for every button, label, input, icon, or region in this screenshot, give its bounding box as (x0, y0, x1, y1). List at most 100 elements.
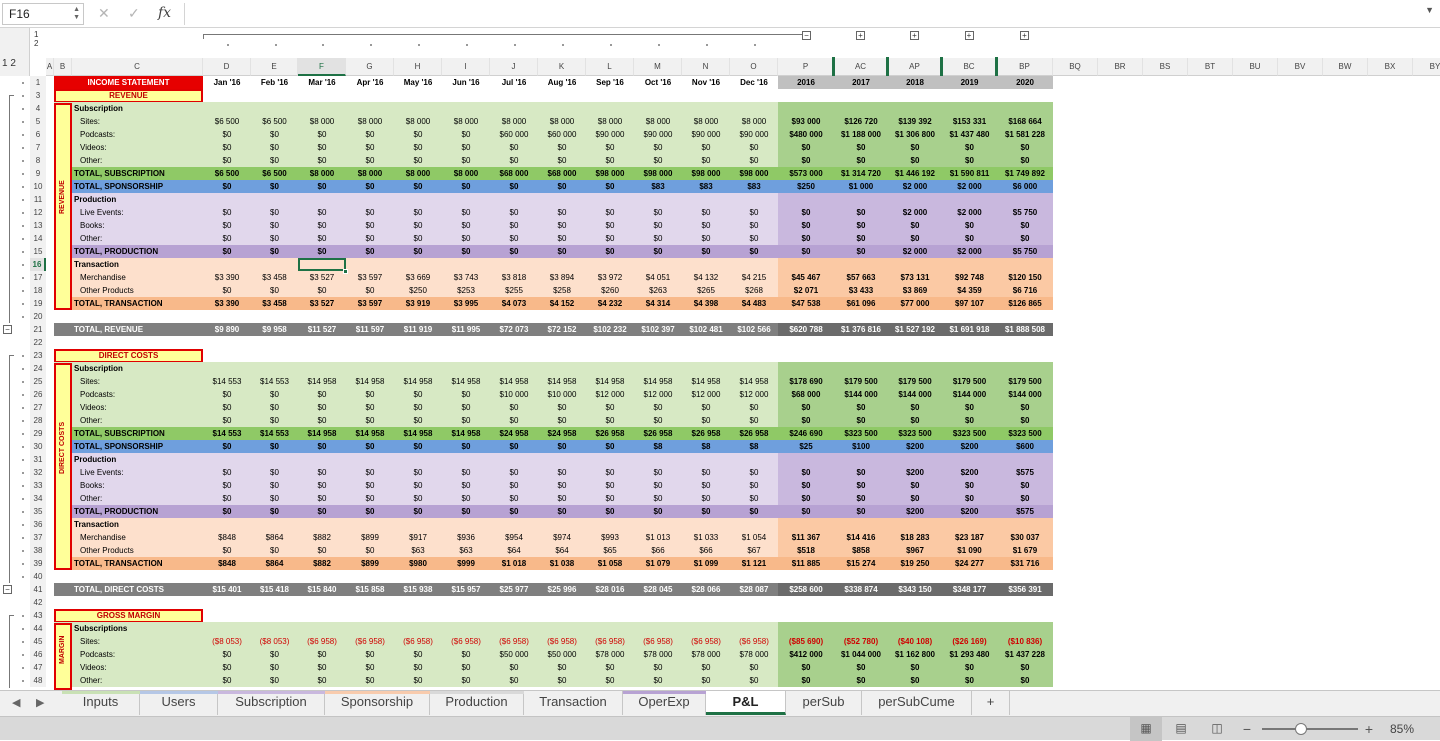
value-cell[interactable]: $4 132 (682, 271, 730, 284)
value-cell[interactable]: $575 (997, 466, 1053, 479)
value-cell[interactable]: $0 (778, 141, 834, 154)
value-cell[interactable]: $0 (442, 492, 490, 505)
value-cell[interactable]: $68 000 (538, 167, 586, 180)
row-header-42[interactable]: 42 (30, 596, 46, 609)
value-cell[interactable]: $0 (442, 466, 490, 479)
row-header-43[interactable]: 43 (30, 609, 46, 622)
value-cell[interactable]: $246 690 (778, 427, 834, 440)
tab-persubcume[interactable]: perSubCume (862, 691, 972, 715)
value-cell[interactable]: $0 (442, 401, 490, 414)
value-cell[interactable]: $1 188 000 (834, 128, 888, 141)
value-cell[interactable]: ($6 958) (634, 635, 682, 648)
value-cell[interactable]: $0 (997, 674, 1053, 687)
row-header-13[interactable]: 13 (30, 219, 46, 232)
value-cell[interactable]: $0 (682, 141, 730, 154)
value-cell[interactable]: $200 (888, 505, 942, 518)
value-cell[interactable]: $1 038 (538, 557, 586, 570)
value-cell[interactable]: $263 (634, 284, 682, 297)
value-cell[interactable]: $518 (778, 544, 834, 557)
value-cell[interactable]: $899 (346, 557, 394, 570)
column-header-m[interactable]: M (634, 58, 682, 76)
column-header-ap[interactable]: AP (888, 58, 942, 76)
value-cell[interactable]: $61 096 (834, 297, 888, 310)
value-cell[interactable]: $323 500 (942, 427, 997, 440)
value-cell[interactable]: $0 (730, 492, 778, 505)
row-header-18[interactable]: 18 (30, 284, 46, 297)
row-header-6[interactable]: 6 (30, 128, 46, 141)
value-cell[interactable]: $0 (490, 180, 538, 193)
value-cell[interactable]: $93 000 (778, 115, 834, 128)
value-cell[interactable]: $0 (346, 674, 394, 687)
value-cell[interactable]: $1 306 800 (888, 128, 942, 141)
value-cell[interactable]: $0 (586, 661, 634, 674)
value-cell[interactable]: $77 000 (888, 297, 942, 310)
value-cell[interactable]: $0 (730, 466, 778, 479)
value-cell[interactable]: $0 (251, 492, 298, 505)
value-cell[interactable]: ($6 958) (682, 635, 730, 648)
value-cell[interactable]: $0 (634, 232, 682, 245)
value-cell[interactable]: $0 (730, 206, 778, 219)
value-cell[interactable]: $0 (203, 232, 251, 245)
value-cell[interactable]: $0 (942, 154, 997, 167)
value-cell[interactable]: $3 597 (346, 297, 394, 310)
value-cell[interactable]: $0 (394, 206, 442, 219)
row-header-17[interactable]: 17 (30, 271, 46, 284)
value-cell[interactable]: $0 (834, 466, 888, 479)
column-header-e[interactable]: E (251, 58, 298, 76)
value-cell[interactable]: $0 (251, 388, 298, 401)
value-cell[interactable]: ($6 958) (442, 635, 490, 648)
value-cell[interactable]: $0 (942, 401, 997, 414)
value-cell[interactable]: $268 (730, 284, 778, 297)
value-cell[interactable]: ($6 958) (298, 635, 346, 648)
value-cell[interactable]: ($26 169) (942, 635, 997, 648)
value-cell[interactable]: $917 (394, 531, 442, 544)
value-cell[interactable]: $9 890 (203, 323, 251, 336)
value-cell[interactable]: $0 (586, 180, 634, 193)
value-cell[interactable]: $3 995 (442, 297, 490, 310)
value-cell[interactable]: $0 (442, 245, 490, 258)
value-cell[interactable]: $0 (346, 206, 394, 219)
expand-columns-button[interactable]: + (1020, 31, 1029, 40)
value-cell[interactable]: $1 590 811 (942, 167, 997, 180)
row-header-34[interactable]: 34 (30, 492, 46, 505)
value-cell[interactable]: $126 720 (834, 115, 888, 128)
value-cell[interactable]: $179 500 (942, 375, 997, 388)
value-cell[interactable]: $0 (682, 232, 730, 245)
value-cell[interactable]: $8 000 (442, 115, 490, 128)
value-cell[interactable]: $64 (538, 544, 586, 557)
tab-operexp[interactable]: OperExp (623, 691, 706, 715)
value-cell[interactable]: $68 000 (778, 388, 834, 401)
row-header-36[interactable]: 36 (30, 518, 46, 531)
value-cell[interactable]: $92 748 (942, 271, 997, 284)
value-cell[interactable]: $0 (298, 245, 346, 258)
value-cell[interactable]: $0 (682, 245, 730, 258)
value-cell[interactable]: $0 (490, 232, 538, 245)
value-cell[interactable]: $0 (682, 206, 730, 219)
value-cell[interactable]: $343 150 (888, 583, 942, 596)
value-cell[interactable]: $78 000 (682, 648, 730, 661)
value-cell[interactable]: $0 (251, 440, 298, 453)
value-cell[interactable]: $102 566 (730, 323, 778, 336)
value-cell[interactable]: $0 (834, 219, 888, 232)
value-cell[interactable]: $8 (682, 440, 730, 453)
value-cell[interactable]: $0 (346, 219, 394, 232)
column-header-bu[interactable]: BU (1233, 58, 1278, 76)
value-cell[interactable]: $0 (442, 388, 490, 401)
value-cell[interactable]: $0 (442, 128, 490, 141)
value-cell[interactable]: $26 958 (634, 427, 682, 440)
value-cell[interactable]: $18 283 (888, 531, 942, 544)
value-cell[interactable]: $0 (682, 492, 730, 505)
value-cell[interactable]: $0 (778, 154, 834, 167)
value-cell[interactable]: $0 (442, 206, 490, 219)
value-cell[interactable]: $0 (634, 492, 682, 505)
value-cell[interactable]: $1 437 228 (997, 648, 1053, 661)
row-header-44[interactable]: 44 (30, 622, 46, 635)
tab-subscription[interactable]: Subscription (218, 691, 325, 715)
value-cell[interactable]: $3 390 (203, 271, 251, 284)
value-cell[interactable]: $11 597 (346, 323, 394, 336)
value-cell[interactable]: $0 (346, 466, 394, 479)
value-cell[interactable]: $98 000 (730, 167, 778, 180)
value-cell[interactable]: $1 099 (682, 557, 730, 570)
value-cell[interactable]: $0 (490, 466, 538, 479)
value-cell[interactable]: $1 293 480 (942, 648, 997, 661)
